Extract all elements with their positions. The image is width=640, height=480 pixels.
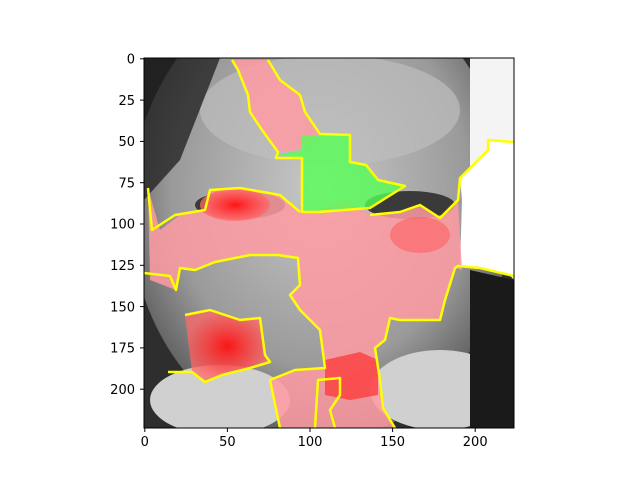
y-tick-label: 75 [118, 176, 135, 191]
y-tick-label: 0 [127, 53, 135, 68]
y-tick-label: 175 [110, 342, 135, 357]
photo [144, 58, 514, 428]
y-tick-label: 50 [118, 135, 135, 150]
y-tick-label: 125 [110, 259, 135, 274]
x-tick-label: 150 [380, 435, 405, 450]
x-axis: 0 50 100 150 200 [141, 428, 488, 450]
axes-frame [143, 57, 515, 429]
x-tick-label: 100 [298, 435, 323, 450]
x-tick-label: 0 [141, 435, 149, 450]
y-tick-label: 100 [110, 218, 135, 233]
y-tick-label: 25 [118, 94, 135, 109]
y-tick-label: 150 [110, 300, 135, 315]
x-tick-label: 200 [463, 435, 488, 450]
y-tick-label: 200 [110, 383, 135, 398]
x-tick-label: 50 [219, 435, 236, 450]
y-axis: 0 25 50 75 100 125 150 175 200 [110, 53, 144, 398]
